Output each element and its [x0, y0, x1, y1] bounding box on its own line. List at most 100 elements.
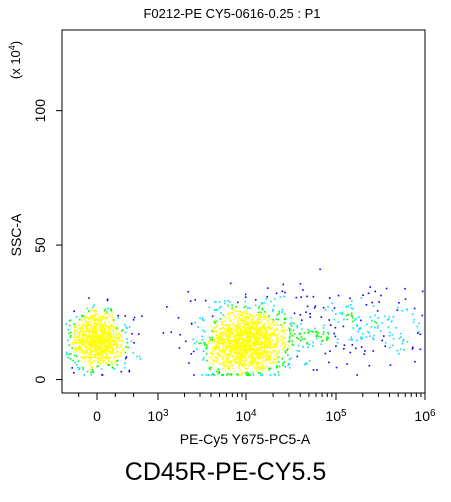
event-dot	[335, 345, 337, 347]
event-dot	[267, 334, 270, 337]
event-dot	[246, 374, 248, 376]
event-dot	[381, 339, 383, 342]
event-dot	[241, 355, 244, 357]
event-dot	[217, 345, 220, 348]
event-dot	[210, 374, 213, 376]
y-axis-label: SSC-A	[8, 213, 24, 256]
event-dot	[112, 349, 114, 352]
event-dot	[272, 319, 274, 321]
event-dot	[238, 328, 241, 330]
event-dot	[110, 357, 112, 359]
event-dot	[104, 308, 107, 311]
event-dot	[240, 363, 242, 365]
event-dot	[279, 296, 282, 298]
event-dot	[283, 317, 286, 320]
event-dot	[213, 347, 215, 349]
event-dot	[229, 333, 231, 336]
event-dot	[133, 342, 135, 344]
event-dot	[243, 324, 246, 327]
event-dot	[218, 301, 221, 303]
event-dot	[226, 345, 228, 347]
event-dot	[93, 327, 96, 330]
event-dot	[103, 309, 106, 312]
event-dot	[274, 343, 276, 346]
event-dot	[166, 306, 168, 308]
event-dot	[250, 352, 253, 354]
event-dot	[369, 335, 371, 337]
event-dot	[224, 300, 226, 302]
event-dot	[177, 317, 180, 319]
event-dot	[258, 316, 261, 319]
event-dot	[265, 341, 267, 343]
event-dot	[90, 340, 93, 342]
event-dot	[266, 287, 269, 289]
event-dot	[94, 345, 97, 348]
event-dot	[224, 343, 227, 345]
event-dot	[249, 325, 251, 328]
event-dot	[398, 302, 400, 304]
event-dot	[244, 349, 246, 352]
event-dot	[377, 317, 379, 319]
event-dot	[242, 322, 245, 324]
event-dot	[236, 354, 239, 357]
event-dot	[245, 351, 248, 354]
event-dot	[219, 332, 222, 334]
event-dot	[228, 340, 231, 342]
event-dot	[269, 340, 272, 343]
event-dot	[275, 338, 278, 340]
event-dot	[262, 364, 265, 367]
event-dot	[88, 310, 90, 312]
event-dot	[278, 356, 281, 358]
event-dot	[97, 346, 100, 349]
event-dot	[276, 328, 278, 330]
event-dot	[235, 324, 237, 327]
event-dot	[92, 335, 94, 338]
event-dot	[257, 317, 259, 320]
event-dot	[282, 325, 284, 327]
event-dot	[214, 348, 217, 351]
event-dot	[333, 318, 336, 321]
event-dot	[121, 348, 124, 351]
event-dot	[88, 328, 91, 331]
event-dot	[260, 316, 263, 318]
event-dot	[221, 350, 224, 352]
event-dot	[255, 354, 258, 357]
event-dot	[239, 361, 242, 363]
event-dot	[243, 361, 246, 364]
event-dot	[240, 345, 243, 348]
event-dot	[97, 335, 99, 338]
event-dot	[218, 349, 221, 352]
event-dot	[83, 337, 86, 339]
event-dot	[205, 344, 208, 346]
event-dot	[239, 360, 241, 362]
event-dot	[243, 346, 246, 348]
event-dot	[243, 350, 245, 353]
event-dot	[232, 324, 234, 326]
event-dot	[335, 366, 338, 369]
event-dot	[90, 351, 92, 354]
event-dot	[97, 361, 99, 364]
event-dot	[276, 354, 278, 356]
event-dot	[110, 362, 113, 364]
event-dot	[238, 325, 241, 328]
event-dot	[223, 338, 225, 341]
event-dot	[223, 364, 225, 367]
event-dot	[222, 356, 224, 359]
event-dot	[83, 374, 85, 376]
event-dot	[354, 319, 356, 321]
event-dot	[291, 321, 293, 324]
event-dot	[228, 366, 230, 369]
event-dot	[327, 306, 329, 308]
event-dot	[257, 331, 260, 334]
event-dot	[221, 340, 223, 342]
event-dot	[265, 346, 267, 349]
event-dot	[93, 337, 95, 340]
event-dot	[254, 359, 256, 362]
event-dot	[111, 352, 114, 355]
event-dot	[107, 364, 109, 366]
event-dot	[306, 295, 308, 298]
event-dot	[93, 359, 96, 362]
event-dot	[95, 345, 98, 348]
event-dot	[307, 346, 309, 348]
event-dot	[82, 322, 84, 325]
